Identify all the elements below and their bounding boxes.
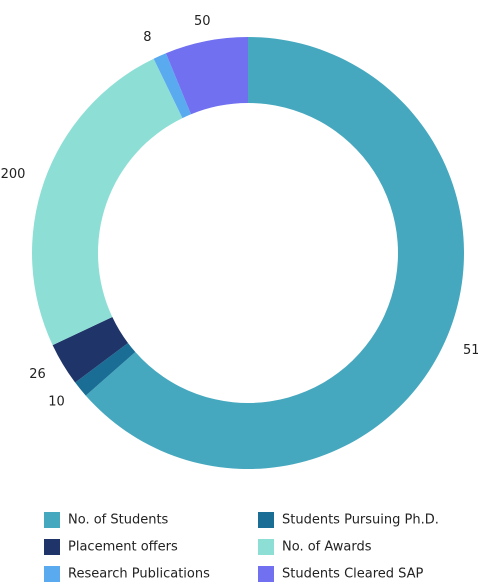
legend-swatch xyxy=(258,512,274,528)
donut-slice xyxy=(165,37,248,115)
donut-slice xyxy=(31,58,183,346)
legend-swatch xyxy=(44,539,60,555)
legend-label: Placement offers xyxy=(68,540,178,555)
legend-label: Students Cleared SAP xyxy=(282,567,424,582)
donut-slice xyxy=(153,53,192,119)
legend-label: Students Pursuing Ph.D. xyxy=(282,513,439,528)
legend-swatch xyxy=(258,539,274,555)
data-label: 512 xyxy=(463,343,478,358)
legend-swatch xyxy=(44,512,60,528)
data-label: 10 xyxy=(48,394,65,409)
donut-slice xyxy=(52,316,128,383)
data-label: 200 xyxy=(1,167,26,182)
data-label: 26 xyxy=(29,367,46,382)
donut-slice xyxy=(75,342,136,396)
legend-label: No. of Awards xyxy=(282,540,372,555)
legend-label: Research Publications xyxy=(68,567,210,582)
legend-label: No. of Students xyxy=(68,513,169,528)
legend-swatch xyxy=(258,566,274,582)
data-label: 8 xyxy=(143,30,151,45)
legend-swatch xyxy=(44,566,60,582)
donut-slice xyxy=(85,37,464,469)
data-label: 50 xyxy=(194,14,211,29)
